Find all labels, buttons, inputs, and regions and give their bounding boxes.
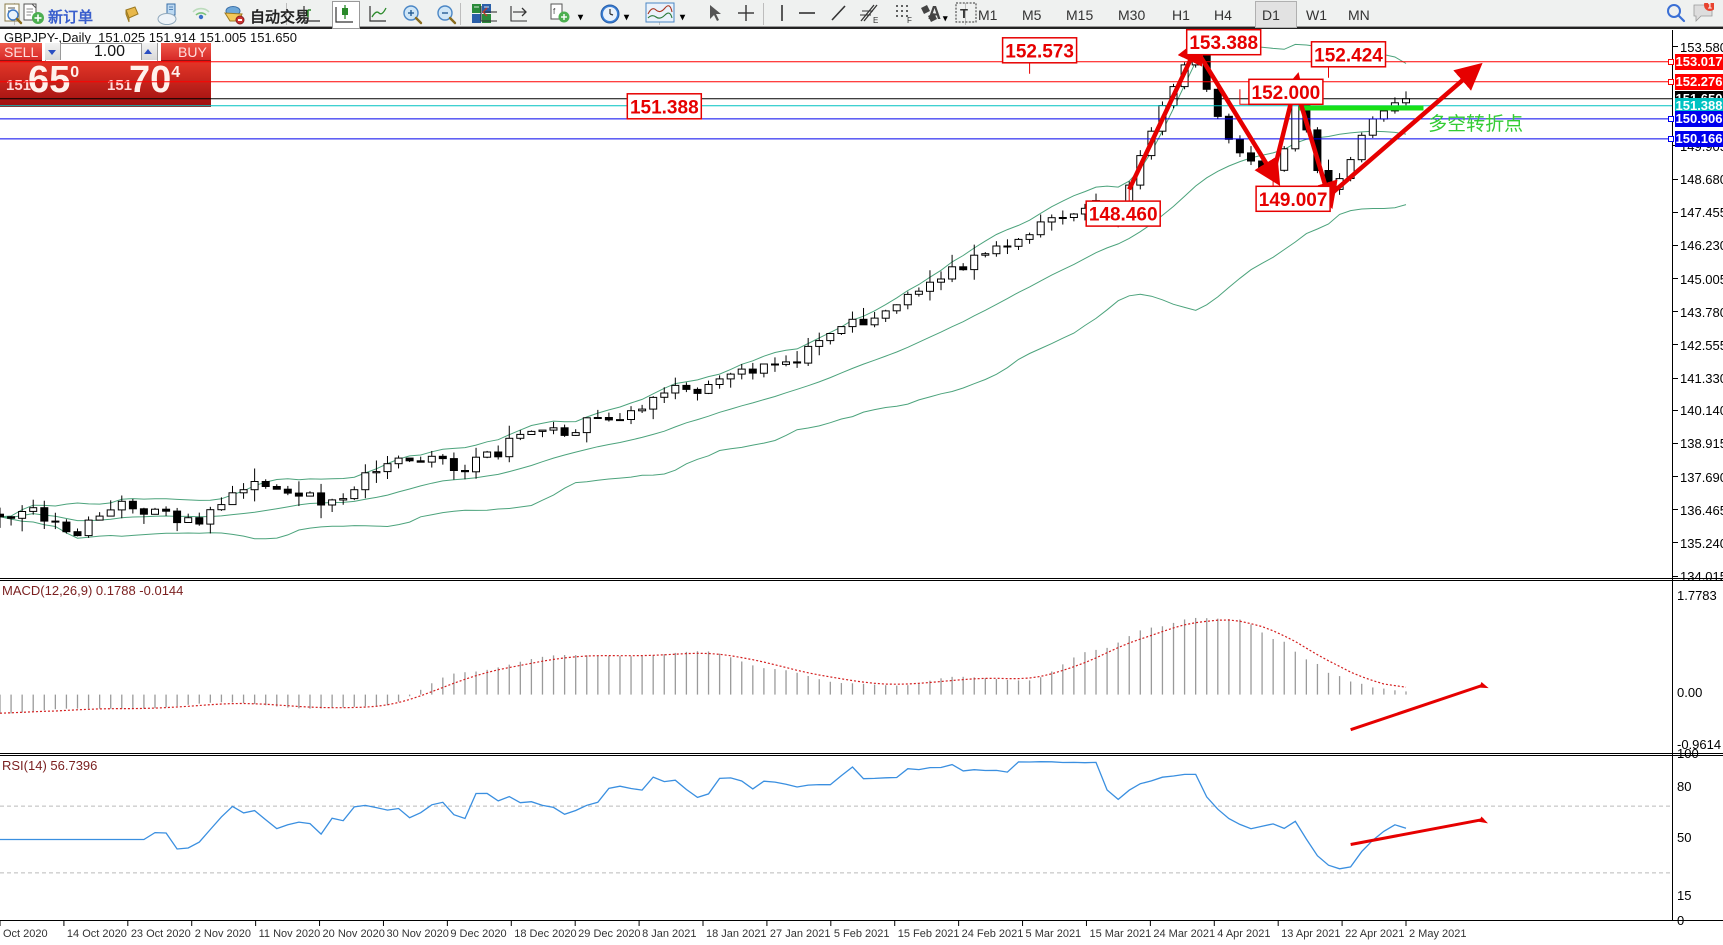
svg-text:4 Apr 2021: 4 Apr 2021 bbox=[1217, 928, 1270, 940]
svg-text:24 Feb 2021: 24 Feb 2021 bbox=[962, 928, 1024, 940]
svg-text:8 Jan 2021: 8 Jan 2021 bbox=[642, 928, 696, 940]
svg-text:152.424: 152.424 bbox=[1314, 45, 1383, 66]
svg-text:18 Dec 2020: 18 Dec 2020 bbox=[514, 928, 576, 940]
svg-text:15 Feb 2021: 15 Feb 2021 bbox=[898, 928, 960, 940]
svg-text:153.388: 153.388 bbox=[1189, 33, 1258, 54]
svg-text:14 Oct 2020: 14 Oct 2020 bbox=[67, 928, 127, 940]
svg-text:13 Apr 2021: 13 Apr 2021 bbox=[1281, 928, 1340, 940]
svg-text:20 Nov 2020: 20 Nov 2020 bbox=[323, 928, 385, 940]
svg-text:11 Nov 2020: 11 Nov 2020 bbox=[259, 928, 321, 940]
svg-text:148.460: 148.460 bbox=[1089, 205, 1158, 226]
svg-text:2 Nov 2020: 2 Nov 2020 bbox=[195, 928, 251, 940]
svg-text:E: E bbox=[873, 16, 878, 24]
svg-text:5 Mar 2021: 5 Mar 2021 bbox=[1026, 928, 1082, 940]
svg-text:22 Apr 2021: 22 Apr 2021 bbox=[1345, 928, 1404, 940]
svg-text:1: 1 bbox=[1708, 3, 1713, 10]
svg-text:149.007: 149.007 bbox=[1259, 190, 1328, 211]
svg-text:F: F bbox=[907, 16, 912, 24]
svg-text:2 May 2021: 2 May 2021 bbox=[1409, 928, 1466, 940]
svg-text:23 Oct 2020: 23 Oct 2020 bbox=[131, 928, 191, 940]
svg-text:152.000: 152.000 bbox=[1252, 83, 1321, 104]
svg-text:151.388: 151.388 bbox=[630, 97, 699, 118]
svg-text:27 Jan 2021: 27 Jan 2021 bbox=[770, 928, 831, 940]
svg-text:Oct 2020: Oct 2020 bbox=[3, 928, 48, 940]
svg-text:5 Feb 2021: 5 Feb 2021 bbox=[834, 928, 890, 940]
svg-text:T: T bbox=[960, 6, 968, 21]
svg-text:30 Nov 2020: 30 Nov 2020 bbox=[386, 928, 448, 940]
svg-text:18 Jan 2021: 18 Jan 2021 bbox=[706, 928, 767, 940]
svg-text:15 Mar 2021: 15 Mar 2021 bbox=[1089, 928, 1151, 940]
svg-text:多空转折点: 多空转折点 bbox=[1428, 113, 1523, 135]
svg-text:152.573: 152.573 bbox=[1005, 41, 1074, 62]
svg-text:9 Dec 2020: 9 Dec 2020 bbox=[450, 928, 506, 940]
svg-text:29 Dec 2020: 29 Dec 2020 bbox=[578, 928, 640, 940]
svg-text:24 Mar 2021: 24 Mar 2021 bbox=[1153, 928, 1215, 940]
